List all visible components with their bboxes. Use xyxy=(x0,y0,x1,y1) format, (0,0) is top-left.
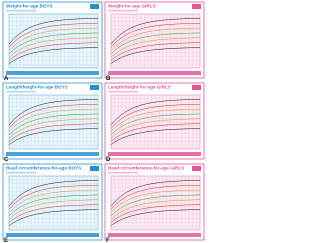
percentile-curve xyxy=(110,42,201,61)
footer-bar xyxy=(6,233,99,237)
subtitle-bar xyxy=(6,10,36,12)
chart-panel: Head circumference-for-age GIRLS F xyxy=(104,163,205,243)
percentile-curve xyxy=(8,99,99,126)
panel-title: Head circumference-for-age BOYS xyxy=(6,166,81,171)
percentile-curve xyxy=(8,209,99,226)
panel-letter: C xyxy=(4,157,9,163)
percentile-curve xyxy=(110,99,201,126)
percentile-curve xyxy=(8,194,99,217)
percentile-curve xyxy=(110,123,201,142)
percentile-curve xyxy=(8,42,99,61)
panel-title: Length/height-for-age BOYS xyxy=(6,85,68,90)
logo xyxy=(192,85,201,90)
percentile-curve xyxy=(110,22,201,48)
percentile-curve xyxy=(110,128,201,145)
percentile-curve xyxy=(110,204,201,223)
percentile-curve xyxy=(110,37,201,58)
panel-title: Length/height-for-age GIRLS xyxy=(108,85,171,90)
percentile-curve xyxy=(110,180,201,207)
percentile-curve xyxy=(110,47,201,64)
panel-letter: E xyxy=(4,238,8,243)
percentile-curve xyxy=(110,32,201,55)
footer-bar xyxy=(6,71,99,75)
percentile-curve xyxy=(110,199,201,220)
percentile-curve xyxy=(8,184,99,210)
subtitle-bar xyxy=(6,91,36,93)
percentile-curve xyxy=(8,204,99,223)
panel-title: Weight-for-age GIRLS xyxy=(108,4,156,9)
percentile-curve xyxy=(8,113,99,136)
logo xyxy=(90,166,99,171)
percentile-curve xyxy=(110,27,201,51)
logo xyxy=(192,166,201,171)
panel-title: Weight-for-age BOYS xyxy=(6,4,53,9)
percentile-curve xyxy=(110,209,201,226)
percentile-curve xyxy=(8,103,99,129)
percentile-curve xyxy=(110,189,201,213)
percentile-curve xyxy=(8,128,99,145)
footer-bar xyxy=(108,233,201,237)
percentile-curve xyxy=(8,47,99,64)
panel-letter: B xyxy=(106,76,111,82)
percentile-curve xyxy=(110,118,201,139)
chart-panel: Head circumference-for-age BOYS E xyxy=(2,163,103,243)
logo xyxy=(90,85,99,90)
percentile-curve xyxy=(8,123,99,142)
percentile-curve xyxy=(8,27,99,51)
percentile-curve xyxy=(8,108,99,132)
panel-letter: F xyxy=(106,238,110,243)
subtitle-bar xyxy=(108,10,138,12)
percentile-curve xyxy=(110,103,201,129)
percentile-curve xyxy=(110,194,201,217)
percentile-curve xyxy=(8,118,99,139)
chart-panel: Weight-for-age GIRLS B xyxy=(104,1,205,82)
chart-panel: Length/height-for-age GIRLS D xyxy=(104,82,205,163)
percentile-curve xyxy=(8,22,99,48)
chart-panel: Weight-for-age BOYS A xyxy=(2,1,103,82)
percentile-curve xyxy=(110,184,201,210)
subtitle-bar xyxy=(108,172,138,174)
percentile-curve xyxy=(8,37,99,58)
percentile-curve xyxy=(8,199,99,220)
footer-bar xyxy=(108,152,201,156)
percentile-curve xyxy=(110,113,201,136)
percentile-curve xyxy=(8,189,99,213)
percentile-curve xyxy=(8,18,99,45)
chart-panel: Length/height-for-age BOYS C xyxy=(2,82,103,163)
percentile-curve xyxy=(110,108,201,132)
subtitle-bar xyxy=(108,91,138,93)
panel-letter: A xyxy=(4,76,9,82)
footer-bar xyxy=(108,71,201,75)
percentile-curve xyxy=(110,18,201,45)
panel-title: Head circumference-for-age GIRLS xyxy=(108,166,184,171)
subtitle-bar xyxy=(6,172,36,174)
percentile-curve xyxy=(8,180,99,207)
figure: Weight-for-age BOYS A Weight-for-age GIRLS… xyxy=(2,1,205,243)
logo xyxy=(192,4,201,9)
panel-letter: D xyxy=(106,157,111,163)
footer-bar xyxy=(6,152,99,156)
percentile-curve xyxy=(8,32,99,55)
logo xyxy=(90,4,99,9)
